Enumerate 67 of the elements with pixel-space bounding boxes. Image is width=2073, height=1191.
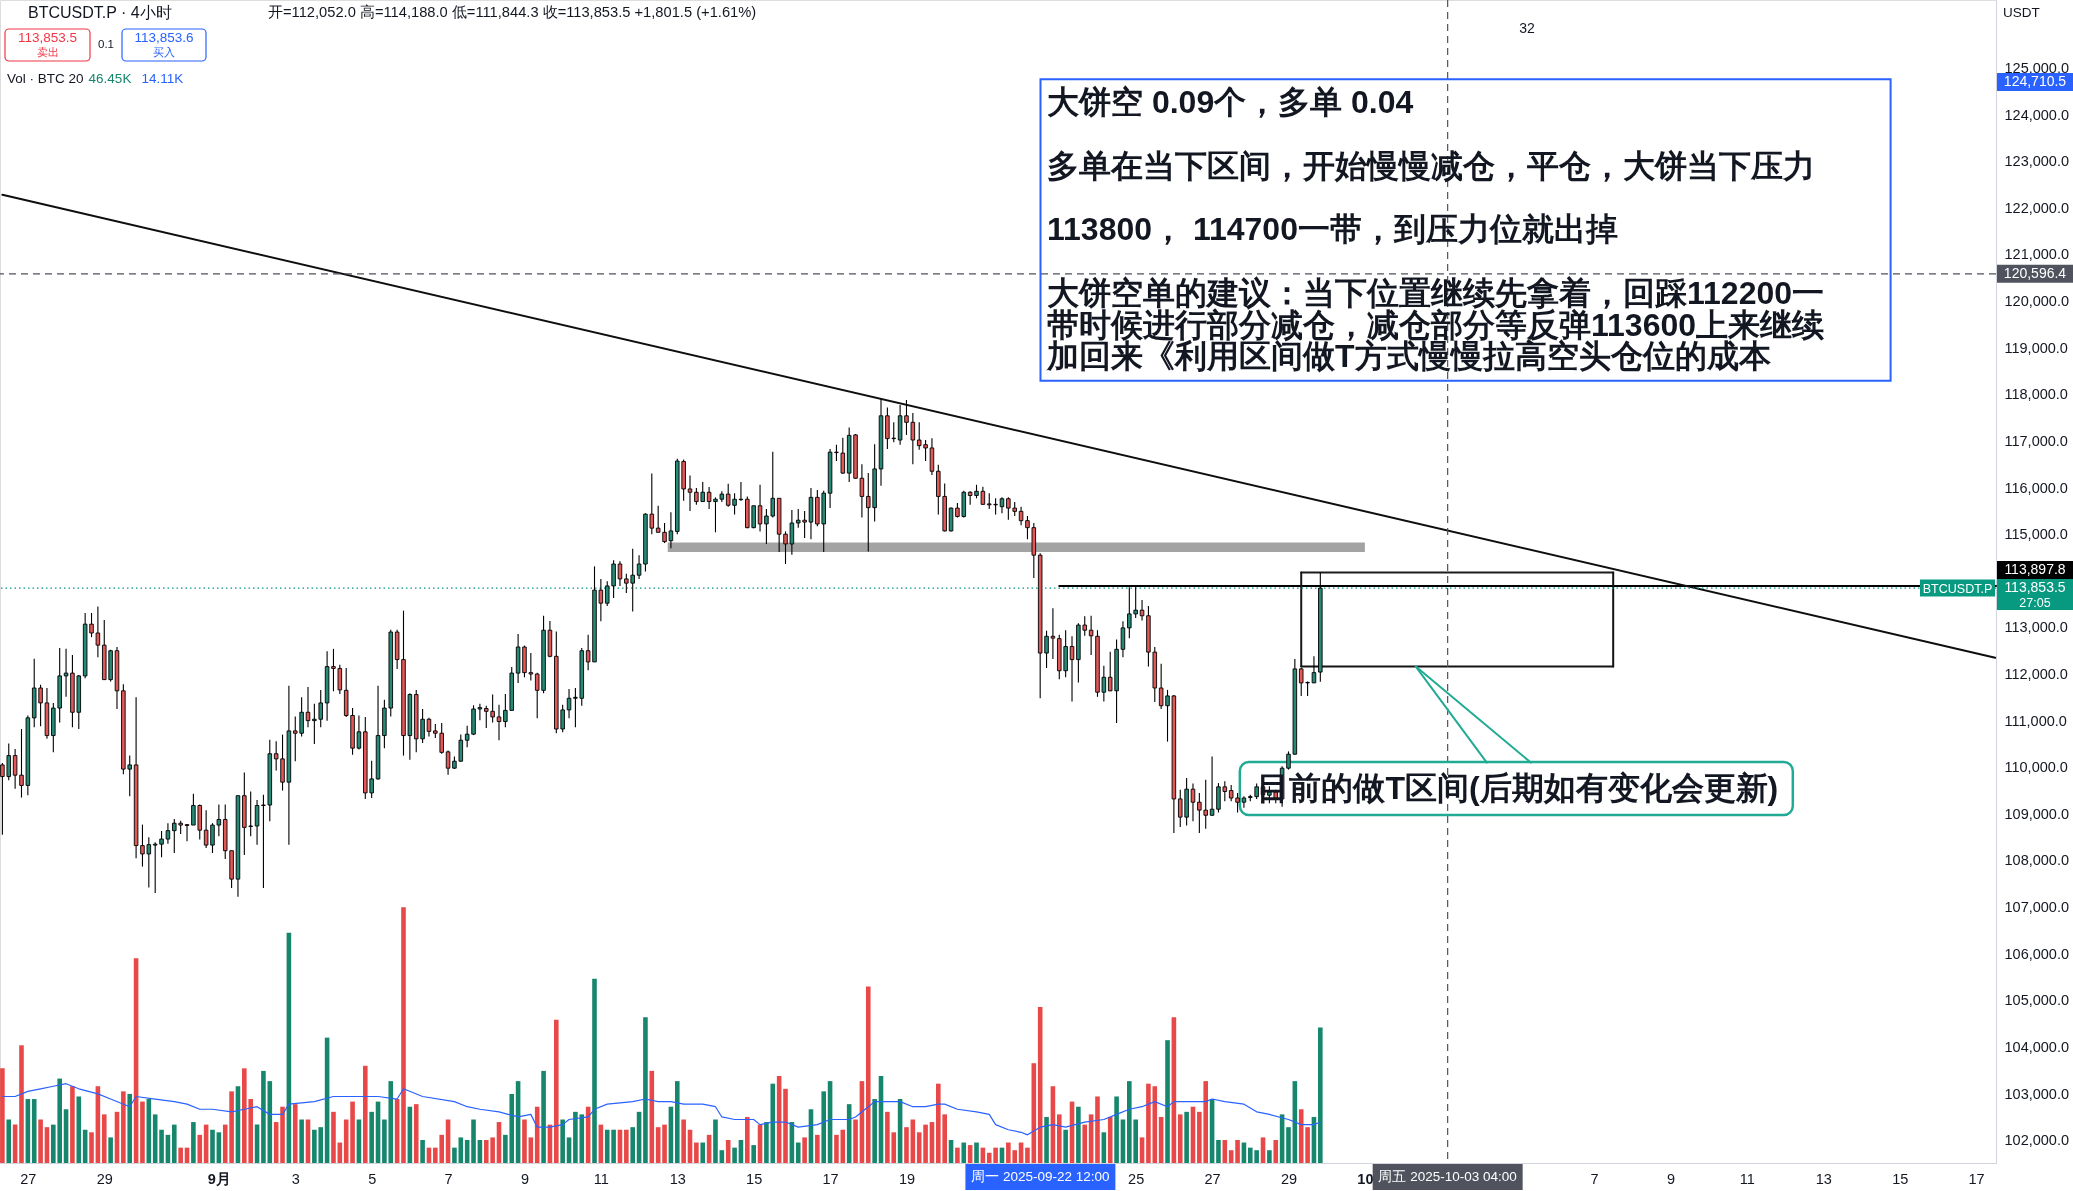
x-tick-label: 11: [593, 1170, 609, 1187]
x-tick-label: 15: [1892, 1170, 1909, 1187]
x-tick-label: 11: [1739, 1170, 1755, 1187]
annotation: 大饼空 0.09个，多单 0.04: [1047, 84, 1414, 120]
y-tick-label: 119,000.0: [2004, 339, 2068, 356]
y-tick-label: 112,000.0: [2004, 665, 2068, 682]
y-tick-label: 113,000.0: [2004, 619, 2068, 636]
annotation: 113,853.6: [134, 30, 194, 45]
y-tick-label: 120,000.0: [2004, 293, 2070, 310]
annotation: 14.11K: [141, 71, 184, 86]
x-tick-label: 27: [20, 1170, 37, 1187]
chart-subtitle: 开=112,052.0 高=114,188.0 低=111,844.3 收=113,853.5 +1,801.5 (+1.61%): [268, 4, 757, 20]
annotation: 32: [1519, 20, 1535, 36]
y-tick-label: 111,000.0: [2004, 712, 2067, 729]
y-tick-label: 105,000.0: [2004, 992, 2070, 1009]
y-tick-label: 116,000.0: [2004, 479, 2068, 496]
y-tick-label: 115,000.0: [2004, 526, 2068, 543]
y-tick-label: 117,000.0: [2004, 432, 2068, 449]
y-tick-label: 104,000.0: [2004, 1038, 2070, 1055]
y-tick-label: 124,000.0: [2004, 106, 2070, 123]
x-tick-label: 25: [1128, 1170, 1145, 1187]
text: USDT: [2003, 5, 2040, 20]
x-tick-label: 5: [368, 1170, 377, 1187]
text: 113,897.8: [2004, 561, 2066, 577]
annotation: BTCUSDT.P: [1922, 581, 1993, 596]
annotation: 卖出: [36, 46, 59, 58]
x-tick-label: 9: [520, 1170, 530, 1187]
x-tick-label: 27: [1204, 1170, 1221, 1187]
x-tick-label: 13: [1815, 1170, 1832, 1187]
annotation: 113,853.5: [17, 30, 78, 45]
y-tick-label: 107,000.0: [2004, 899, 2070, 916]
x-tick-label: 7: [444, 1170, 453, 1187]
x-tick-label: 29: [1280, 1170, 1298, 1187]
y-tick-label: 109,000.0: [2004, 805, 2070, 822]
y-tick-label: 118,000.0: [2004, 386, 2068, 403]
y-tick-label: 103,000.0: [2004, 1085, 2070, 1102]
y-tick-label: 102,000.0: [2004, 1132, 2070, 1149]
x-tick-label: 13: [669, 1170, 686, 1187]
text: 周一 2025-09-22 12:00: [971, 1169, 1110, 1184]
x-tick-label: 10: [1357, 1170, 1374, 1187]
y-tick-label: 121,000.0: [2004, 246, 2070, 263]
text: 27:05: [2019, 596, 2051, 610]
x-tick-label: 15: [746, 1170, 763, 1187]
y-tick-label: 106,000.0: [2004, 945, 2070, 962]
x-tick-label: 9月: [207, 1170, 231, 1187]
y-tick-label: 108,000.0: [2004, 852, 2070, 869]
y-tick-label: 123,000.0: [2004, 153, 2070, 170]
chart-title: Vol · BTC 20: [7, 71, 84, 86]
chart-title: BTCUSDT.P · 4小时: [28, 4, 172, 21]
x-tick-label: 17: [1968, 1170, 1985, 1187]
ref-line-label: 113,853.5: [2004, 579, 2066, 596]
annotation: 大饼空单的建议：当下位置继续先拿着，回踩112200一带时候进行部分减仓，减仓部分等反弹113600上来继续加回来《利用区间做T方式慢慢拉高空头仓位的成本: [1046, 275, 1825, 375]
annotation: 多单在当下区间，开始慢慢减仓，平仓，大饼当下压力: [1047, 147, 1815, 184]
x-tick-label: 17: [822, 1170, 839, 1187]
x-tick-label: 9: [1666, 1170, 1676, 1187]
annotation: 0.1: [98, 38, 114, 50]
y-tick-label: 122,000.0: [2004, 199, 2070, 216]
y-tick-label: 110,000.0: [2004, 759, 2068, 776]
annotation: 113800， 114700一带，到压力位就出掉: [1047, 211, 1618, 247]
ref-line-label: 120,596.4: [2003, 264, 2067, 281]
annotation: 买入: [153, 46, 175, 58]
x-tick-label: 29: [96, 1170, 113, 1187]
x-tick-label: 19: [898, 1170, 916, 1187]
x-tick-label: 3: [291, 1170, 300, 1187]
x-tick-label: 7: [1590, 1170, 1599, 1187]
annotation: 46.45K: [88, 71, 132, 86]
ref-line-label: 周五 2025-10-03 04:00: [1378, 1169, 1517, 1184]
